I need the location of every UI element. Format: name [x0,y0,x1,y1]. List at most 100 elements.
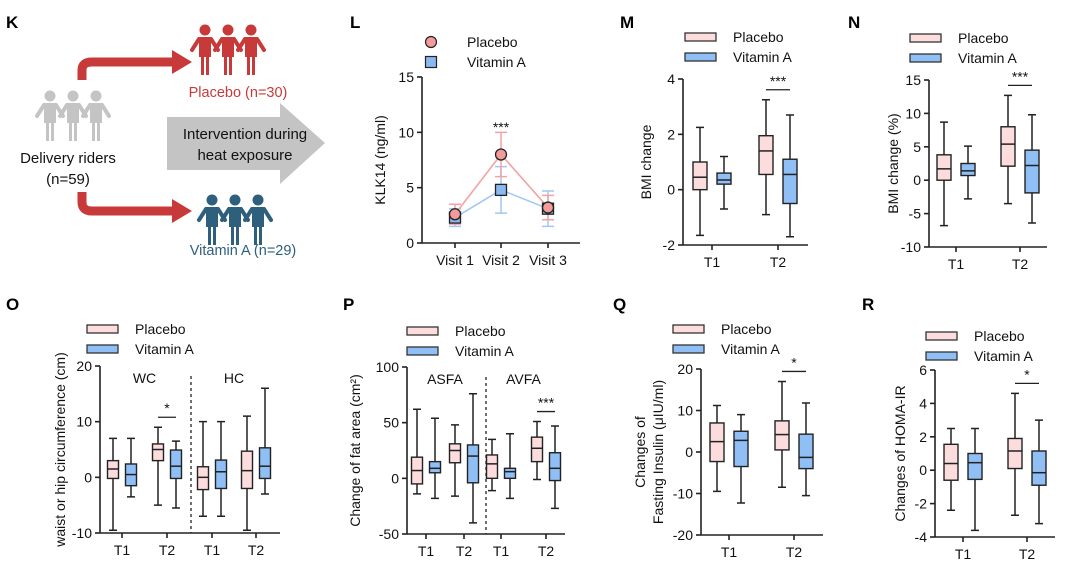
y-tick-label: 2 [919,429,927,445]
person-icon [229,194,241,206]
data-point-placebo [541,201,555,214]
panel-letter: Q [613,295,626,314]
intervention-arrow [167,103,325,184]
panel-r-chart: R -4 -2 0 2 4 6 T1 T2 Changes of HOMA-IR Placebo Vi… [862,295,1055,562]
person-body [90,103,102,141]
y-tick-label: 100 [376,359,400,375]
y-tick-label: -50 [379,526,399,542]
legend-label: Vitamin A [733,49,793,65]
vitamin-group-label: Vitamin A (n=29) [190,243,297,259]
person-icon [206,194,218,206]
significance-label: * [1024,366,1030,382]
y-tick-label: 4 [919,395,927,411]
legend-marker-circle [424,35,438,49]
box-placebo [936,121,952,227]
legend-label: Vitamin A [974,348,1034,364]
box [774,420,790,451]
significance-label: *** [493,119,510,135]
box [503,467,517,480]
person-body [44,103,56,141]
legend-swatch [406,346,439,356]
significance-label: * [164,400,170,416]
panel-o-chart: O -10 0 10 20 T1 T2 T1 T2 waist or hip circumfere… [6,295,280,558]
legend-label: Placebo [467,34,518,50]
panel-k-study-design: K Intervention during heat exposure Deli… [6,13,325,259]
arrow-to-placebo [77,57,174,80]
x-tick-label: T1 [204,542,221,558]
riders-people-icon [35,90,111,141]
arrowhead-icon [172,199,192,223]
box-placebo [943,427,959,512]
y-tick-label: 0 [667,182,675,198]
person-body [252,207,264,245]
box [169,449,183,480]
box [1000,126,1016,167]
person-body [222,37,234,75]
source-label: Delivery riders [20,150,116,167]
significance-label: * [791,354,797,370]
legend-label: Vitamin A [455,343,515,359]
x-tick-label: T2 [456,543,473,559]
legend-swatch [86,344,119,354]
legend-label: Vitamin A [721,341,781,357]
box-placebo [448,424,462,497]
placebo-people-icon [190,24,266,75]
panel-l-chart: L 0 5 10 15 Visit 1 Visit 2 Visit 3 KLK14 (ng/ml… [350,13,580,268]
box-vitamin-a [733,413,749,504]
y-tick-label: 5 [913,139,921,155]
legend: Placebo Vitamin A [909,30,1018,66]
box [151,443,165,462]
box-vitamin-a [503,433,517,500]
legend-label: Vitamin A [958,50,1018,66]
y-axis-label: waist or hip circumference (cm) [52,352,68,548]
intervention-text: heat exposure [197,147,292,164]
y-tick-label: 20 [76,358,92,374]
panel-p-chart: P -50 0 50 100 T1 T2 T1 T2 Change of fat area (cm… [343,295,565,559]
box-vitamin-a [782,114,798,238]
panel-letter: O [6,295,19,314]
box [967,452,983,481]
panel-letter: P [343,295,354,314]
section-label: ASFA [427,371,463,387]
box-vitamin-a [1031,419,1047,525]
panel-letter: K [6,13,19,32]
y-tick-label: -5 [909,206,922,222]
legend: Placebo Vitamin A [684,29,793,65]
legend-swatch [684,52,717,62]
box-vitamin-a [548,425,562,510]
y-axis-label: Change of fat area (cm²) [347,374,363,527]
y-tick-label: 20 [677,361,693,377]
legend-swatch [909,33,942,43]
whisker [154,426,162,506]
panel-q-chart: Q -20 -10 0 10 20 T1 T2 Changes of Fasting Insuli… [613,295,823,560]
vitamin-people-icon [197,194,273,245]
legend-label: Placebo [721,321,772,337]
legend-label: Placebo [135,321,186,337]
person-icon [90,90,102,102]
box-vitamin-a [716,155,732,210]
legend: Placebo Vitamin A [672,321,781,357]
box-placebo [1007,392,1023,517]
x-tick-label: T1 [418,543,435,559]
whisker [506,433,514,500]
box [240,450,254,490]
box [485,454,499,480]
box-placebo [151,426,165,506]
box [733,430,749,468]
panel-m-chart: M -2 0 2 4 T1 T2 BMI change Placebo Vitamin A *** [620,13,808,270]
person-arms [243,207,273,222]
panel-letter: M [620,13,634,32]
significance-label: *** [770,73,787,89]
legend-swatch [925,331,958,341]
y-tick-label: 2 [667,126,675,142]
box [196,466,210,491]
y-tick-label: 0 [919,462,927,478]
section-label: WC [133,370,156,386]
y-tick-label: 10 [398,124,414,140]
y-tick-label: -2 [663,237,676,253]
person-body [206,207,218,245]
y-axis-label: BMI change (%) [885,113,901,213]
section-label: AVFA [506,371,541,387]
box-placebo [485,438,499,492]
person-icon [222,24,234,36]
